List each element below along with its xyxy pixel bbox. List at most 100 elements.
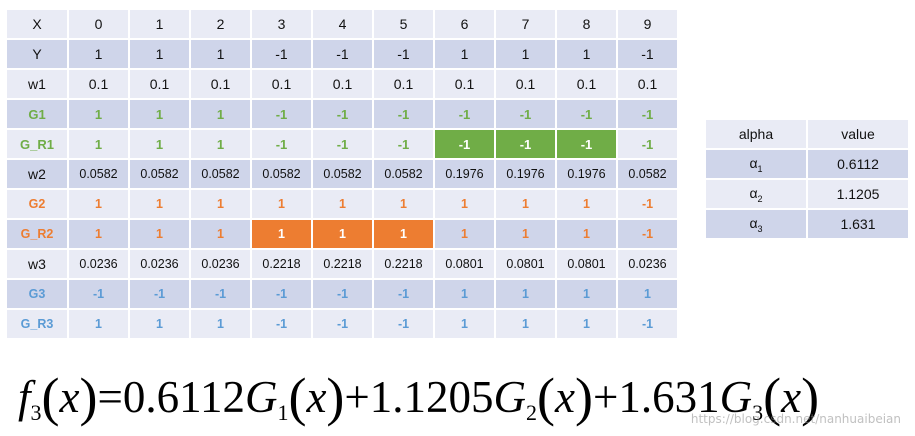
table-cell: 0.1 (191, 70, 252, 100)
table-cell: 9 (618, 10, 679, 40)
formula-g-sub-1: 1 (277, 400, 289, 425)
table-cell: -1 (435, 130, 496, 160)
row-label: G_R2 (7, 220, 69, 250)
table-cell: -1 (313, 130, 374, 160)
table-cell: 0.1 (374, 70, 435, 100)
row-label: Y (7, 40, 69, 70)
table-cell: -1 (313, 100, 374, 130)
table-row: G1 1 1 1 -1 -1 -1 -1 -1 -1 -1 (7, 100, 679, 130)
watermark: https://blog.csdn.net/nanhuaibeian (690, 412, 901, 426)
table-cell: 1 (69, 100, 130, 130)
table-cell: 0.0801 (435, 250, 496, 280)
table-cell: -1 (374, 100, 435, 130)
table-cell: 0.0236 (618, 250, 679, 280)
table-cell: 1 (496, 190, 557, 220)
row-label: G2 (7, 190, 69, 220)
table-row: G3 -1 -1 -1 -1 -1 -1 1 1 1 1 (7, 280, 679, 310)
table-cell: -1 (618, 100, 679, 130)
row-label: G_R3 (7, 310, 69, 340)
table-cell: 0.0582 (130, 160, 191, 190)
table-cell: -1 (496, 130, 557, 160)
table-cell: -1 (374, 40, 435, 70)
table-cell: 1 (496, 220, 557, 250)
table-cell: -1 (557, 100, 618, 130)
table-cell: 0.2218 (313, 250, 374, 280)
table-cell: 0.1 (435, 70, 496, 100)
table-cell: 1 (435, 220, 496, 250)
formula-g-1: G (244, 372, 278, 422)
formula-g-3: G (719, 372, 753, 422)
table-cell: 1 (557, 280, 618, 310)
table-cell: 7 (496, 10, 557, 40)
table-cell: 0.1 (618, 70, 679, 100)
table-cell: 1 (252, 220, 313, 250)
table-cell: -1 (618, 130, 679, 160)
table-cell: 1 (374, 190, 435, 220)
table-cell: -1 (252, 280, 313, 310)
table-cell: 0.1 (252, 70, 313, 100)
formula-coef-2: 1.1205 (369, 372, 494, 422)
table-cell: 0.0236 (130, 250, 191, 280)
formula-f-sub: 3 (30, 400, 42, 425)
alpha-row: α3 1.631 (706, 210, 910, 240)
table-cell: 5 (374, 10, 435, 40)
formula-coef-3: 1.631 (618, 372, 720, 422)
table-cell: 0.1 (313, 70, 374, 100)
row-label: w1 (7, 70, 69, 100)
table-cell: 1 (618, 280, 679, 310)
table-cell: 0.0582 (191, 160, 252, 190)
table-cell: 0.1976 (557, 160, 618, 190)
table-cell: 0.1 (557, 70, 618, 100)
alpha-row: α2 1.1205 (706, 180, 910, 210)
table-cell: 1 (69, 130, 130, 160)
table-cell: 1 (130, 220, 191, 250)
formula-x: x (306, 372, 327, 422)
table-cell: -1 (313, 310, 374, 340)
table-cell: 1 (496, 40, 557, 70)
table-row: Y 1 1 1 -1 -1 -1 1 1 1 -1 (7, 40, 679, 70)
table-cell: 1 (557, 40, 618, 70)
table-cell: 1 (130, 10, 191, 40)
row-label: X (7, 10, 69, 40)
boosting-table-body: X 0 1 2 3 4 5 6 7 8 9 Y 1 1 1 -1 -1 -1 1 1 1 -1 w1 0.1 0.1 0.1 0.1… (7, 10, 679, 340)
table-cell: 1 (313, 220, 374, 250)
table-row: G_R1 1 1 1 -1 -1 -1 -1 -1 -1 -1 (7, 130, 679, 160)
row-label: w3 (7, 250, 69, 280)
table-row: G_R2 1 1 1 1 1 1 1 1 1 -1 (7, 220, 679, 250)
table-row: G2 1 1 1 1 1 1 1 1 1 -1 (7, 190, 679, 220)
table-cell: 3 (252, 10, 313, 40)
table-cell: -1 (313, 280, 374, 310)
table-cell: 1 (130, 190, 191, 220)
table-cell: 1 (69, 220, 130, 250)
table-cell: 0.0801 (557, 250, 618, 280)
alpha-symbol: α2 (706, 180, 808, 210)
table-cell: 0.0801 (496, 250, 557, 280)
table-cell: 1 (313, 190, 374, 220)
table-cell: 1 (496, 310, 557, 340)
formula-coef-1: 0.6112 (122, 372, 245, 422)
table-cell: 0.0582 (69, 160, 130, 190)
table-cell: 0.0582 (313, 160, 374, 190)
row-label: G1 (7, 100, 69, 130)
table-cell: 1 (130, 40, 191, 70)
table-cell: 0.2218 (374, 250, 435, 280)
table-cell: -1 (496, 100, 557, 130)
table-cell: 0.0236 (69, 250, 130, 280)
table-cell: 0.1 (130, 70, 191, 100)
table-cell: -1 (374, 130, 435, 160)
table-cell: 1 (191, 190, 252, 220)
table-cell: 1 (130, 310, 191, 340)
table-cell: 1 (130, 100, 191, 130)
table-cell: 0.0582 (374, 160, 435, 190)
table-cell: 1 (69, 190, 130, 220)
table-cell: 1 (374, 220, 435, 250)
alpha-symbol: α3 (706, 210, 808, 240)
table-cell: -1 (618, 220, 679, 250)
row-label: G_R1 (7, 130, 69, 160)
alpha-row: α1 0.6112 (706, 150, 910, 180)
table-row: w3 0.0236 0.0236 0.0236 0.2218 0.2218 0.2218 0.… (7, 250, 679, 280)
final-classifier-formula: f3(x)=0.6112G1(x)+1.1205G2(x)+1.631G3(x) (18, 367, 820, 427)
table-cell: 1 (557, 190, 618, 220)
table-cell: -1 (618, 190, 679, 220)
table-cell: 0.1976 (435, 160, 496, 190)
